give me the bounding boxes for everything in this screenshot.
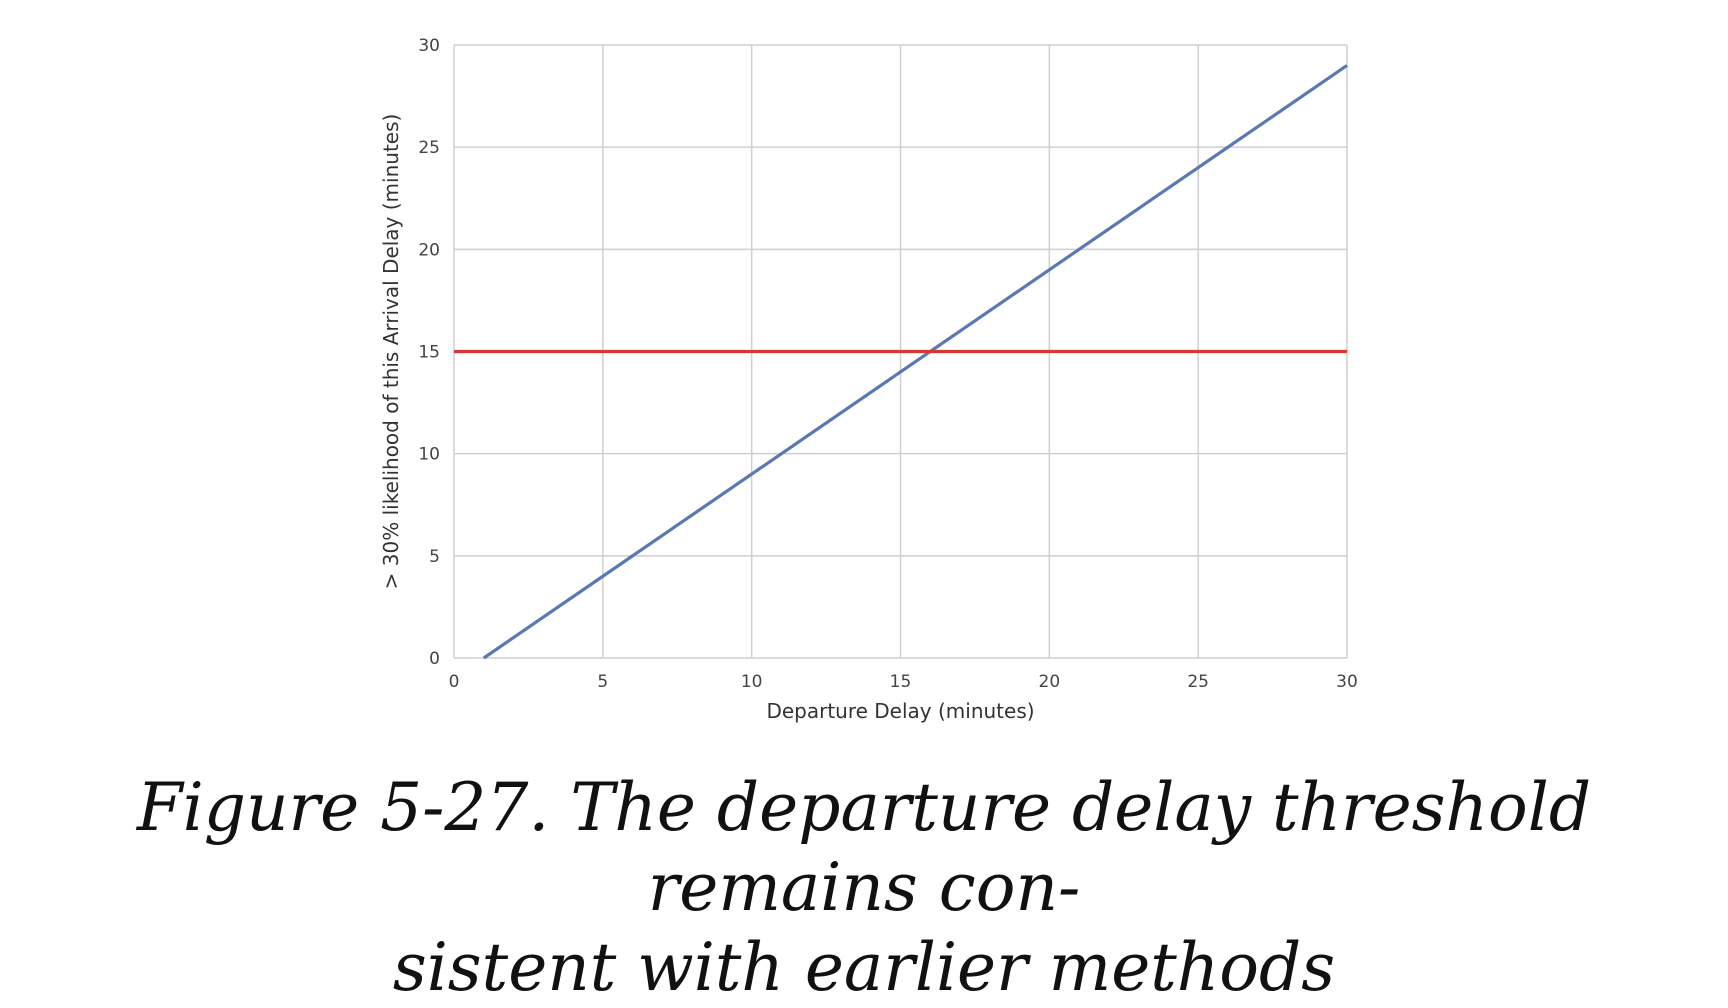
- x-axis-label: Departure Delay (minutes): [766, 699, 1034, 723]
- x-tick-label: 15: [890, 672, 912, 692]
- series-line-1: [482, 64, 1348, 660]
- x-tick-label: 20: [1039, 672, 1061, 692]
- y-axis-label: > 30% likelihood of this Arrival Delay (…: [379, 114, 403, 590]
- chart: 0 5 10 15 20 25 30 0 5 10 15 20 25 30 Departure Dela…: [379, 36, 1358, 723]
- x-tick-label: 25: [1187, 672, 1209, 692]
- x-tick-label: 30: [1336, 672, 1358, 692]
- y-tick-label: 10: [418, 445, 440, 465]
- x-tick-label: 5: [597, 672, 608, 692]
- y-tick-label: 0: [429, 649, 440, 669]
- figure-caption: Figure 5-27. The departure delay thresho…: [0, 768, 1728, 1008]
- y-tick-label: 25: [418, 138, 440, 158]
- x-tick-label: 10: [741, 672, 763, 692]
- caption-line-1: Figure 5-27. The departure delay thresho…: [136, 769, 1592, 926]
- y-axis-ticks: 0 5 10 15 20 25 30: [418, 36, 440, 669]
- y-tick-label: 20: [418, 240, 440, 260]
- y-tick-label: 5: [429, 547, 440, 567]
- x-axis-ticks: 0 5 10 15 20 25 30: [449, 672, 1358, 692]
- x-tick-label: 0: [449, 672, 460, 692]
- y-tick-label: 15: [418, 343, 440, 363]
- caption-line-2: sistent with earlier methods: [392, 929, 1336, 1006]
- series-layer: [454, 64, 1348, 660]
- y-tick-label: 30: [418, 36, 440, 56]
